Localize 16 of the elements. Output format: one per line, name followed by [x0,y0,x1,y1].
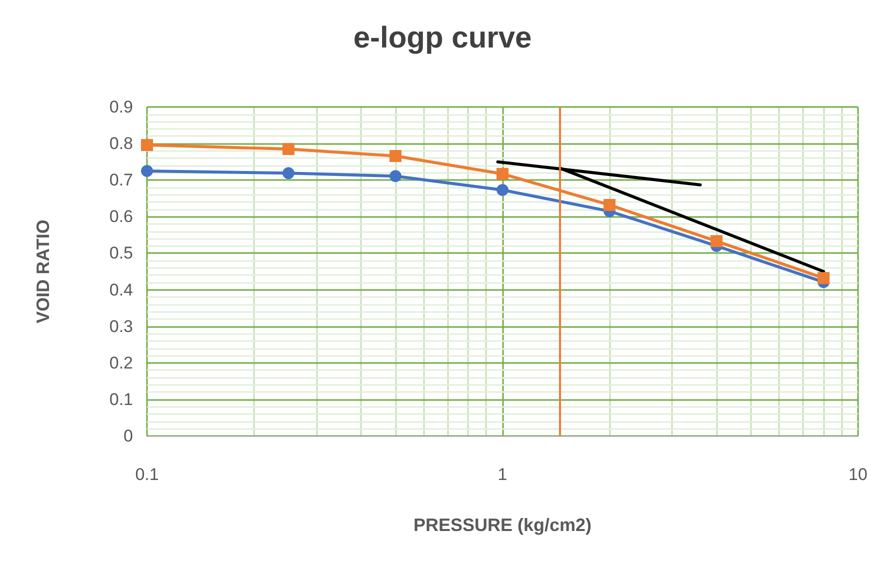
y-tick-label: 0.6 [109,207,133,226]
chart-title: e-logp curve [353,22,532,54]
y-tick-label: 0.8 [109,134,133,154]
x-tick-label: 0.1 [135,465,159,484]
y-tick-label: 0 [124,426,133,446]
y-axis-title: VOID RATIO [33,220,53,324]
x-tick-label: 1 [498,465,508,484]
y-tick-label: 0.7 [109,170,133,190]
y-tick-label: 0.4 [109,280,133,300]
y-tick-label: 0.1 [109,390,133,409]
y-tick-label: 0.5 [109,244,133,263]
x-tick-label: 10 [848,465,868,484]
y-tick-label: 0.2 [109,353,133,372]
y-tick-label: 0.9 [109,98,133,116]
y-tick-label: 0.3 [109,316,133,336]
x-axis-title: PRESSURE (kg/cm2) [413,515,592,535]
